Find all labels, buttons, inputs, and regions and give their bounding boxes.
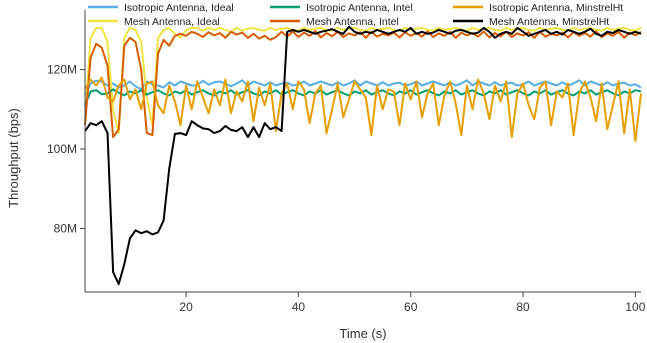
series-lines (84, 25, 642, 286)
legend: Isotropic Antenna, Ideal Mesh Antenna, Id… (88, 2, 623, 28)
y-tick-label: 80M (54, 221, 77, 235)
legend-label: Isotropic Antenna, MinstrelHt (489, 2, 623, 14)
x-tick-label: 20 (179, 300, 193, 314)
x-tick-label: 60 (404, 300, 418, 314)
y-axis-title: Throughput (bps) (6, 108, 21, 208)
x-tick-label: 100 (625, 300, 645, 314)
y-tick-label: 100M (47, 142, 77, 156)
x-tick-label: 80 (516, 300, 530, 314)
legend-label: Isotropic Antenna, Intel (306, 2, 413, 14)
x-axis-title: Time (s) (339, 326, 386, 341)
series-line-3 (84, 30, 642, 139)
series-line-4 (84, 76, 642, 143)
series-line-0 (84, 79, 642, 96)
x-ticks: 20 40 60 80 100 (179, 292, 646, 314)
series-line-5 (84, 25, 642, 286)
y-ticks: 80M 100M 120M (47, 63, 85, 235)
y-tick-label: 120M (47, 63, 77, 77)
legend-label: Isotropic Antenna, Ideal (124, 2, 234, 14)
x-tick-label: 40 (292, 300, 306, 314)
legend-label: Mesh Antenna, Intel (306, 16, 399, 28)
legend-label: Mesh Antenna, MinstrelHt (489, 16, 609, 28)
legend-label: Mesh Antenna, Ideal (124, 16, 220, 28)
axes (84, 10, 641, 293)
